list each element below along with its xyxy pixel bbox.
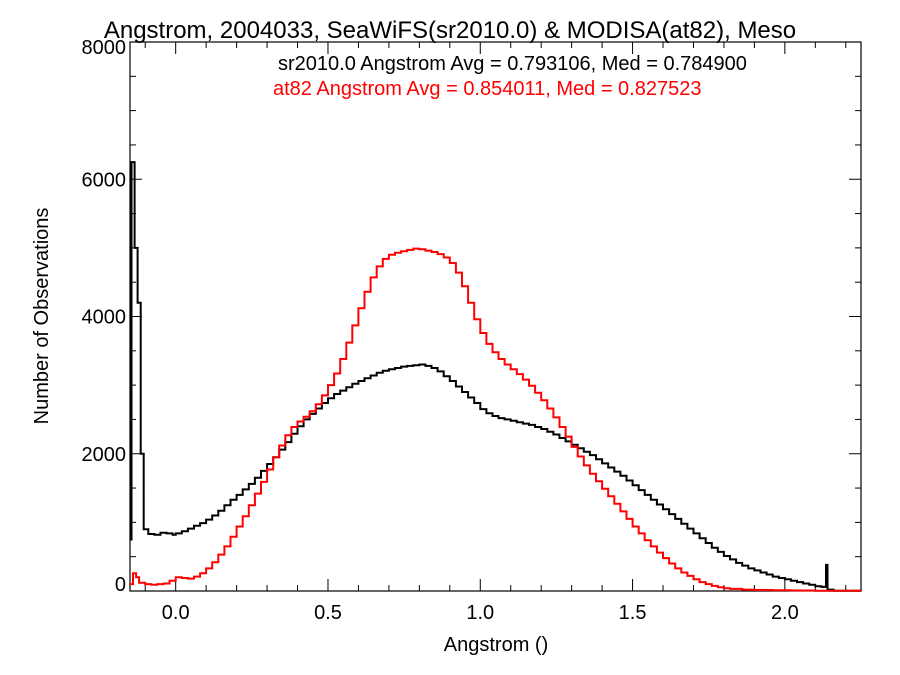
- series-line-at82: [130, 247, 862, 592]
- series-line-sr2010-0: [130, 161, 862, 592]
- chart-title: Angstrom, 2004033, SeaWiFS(sr2010.0) & M…: [104, 17, 796, 44]
- x-tick-label: 1.0: [466, 602, 494, 624]
- x-tick-label: 0.0: [162, 602, 190, 624]
- y-tick-label: 6000: [82, 169, 127, 191]
- y-tick-label: 2000: [82, 444, 127, 466]
- series-annotation-at82: at82 Angstrom Avg = 0.854011, Med = 0.82…: [273, 78, 701, 100]
- plot-frame: [129, 41, 862, 592]
- y-tick-label: 8000: [82, 37, 127, 59]
- y-tick-label: 0: [115, 574, 126, 596]
- x-tick-label: 0.5: [314, 602, 342, 624]
- axis-tick-labels: 0.0 0.5 1.0 1.5 2.0 0 2000 4000 6000 8000: [82, 37, 799, 624]
- y-axis-label: Number of Observations: [31, 208, 53, 425]
- series-annotation-sr2010: sr2010.0 Angstrom Avg = 0.793106, Med = …: [278, 53, 747, 75]
- x-tick-label: 1.5: [619, 602, 647, 624]
- axis-ticks: [130, 41, 861, 592]
- series-layer: [130, 161, 862, 592]
- y-tick-label: 4000: [82, 307, 127, 329]
- x-axis-label: Angstrom (): [444, 634, 548, 656]
- x-tick-label: 2.0: [771, 602, 799, 624]
